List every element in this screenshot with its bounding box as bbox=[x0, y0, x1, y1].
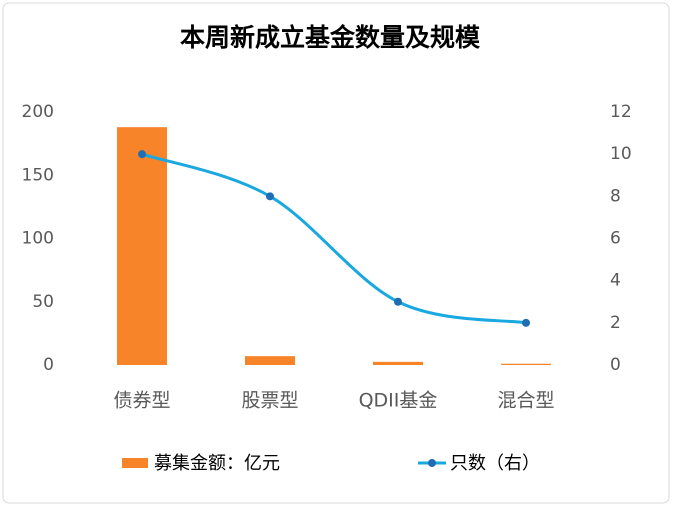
x-tick-label: 混合型 bbox=[497, 390, 554, 412]
y2-tick-label: 6 bbox=[610, 229, 621, 249]
y-tick-label: 50 bbox=[32, 292, 54, 312]
y2-tick-label: 0 bbox=[610, 355, 621, 375]
x-tick-label: 股票型 bbox=[241, 390, 298, 412]
y2-tick-label: 2 bbox=[610, 313, 621, 333]
bar bbox=[245, 356, 295, 365]
bar bbox=[373, 361, 423, 365]
point bbox=[138, 150, 146, 159]
point bbox=[394, 297, 402, 306]
x-tick-label: QDII基金 bbox=[359, 390, 438, 412]
y-tick-label: 0 bbox=[43, 355, 54, 375]
legend-swatch bbox=[428, 459, 436, 467]
y2-tick-label: 4 bbox=[610, 271, 621, 291]
y2-tick-label: 12 bbox=[610, 102, 632, 122]
y-tick-label: 200 bbox=[22, 102, 54, 122]
bar bbox=[117, 127, 167, 366]
legend-label: 只数（右） bbox=[450, 453, 540, 474]
y-tick-label: 150 bbox=[22, 165, 54, 185]
bar bbox=[501, 363, 551, 365]
point bbox=[522, 318, 530, 327]
chart-title: 本周新成立基金数量及规模 bbox=[180, 23, 481, 52]
y2-tick-label: 10 bbox=[610, 144, 632, 164]
legend-label: 募集金额：亿元 bbox=[154, 453, 280, 474]
legend-swatch bbox=[122, 458, 148, 468]
y2-tick-label: 8 bbox=[610, 186, 621, 206]
y-tick-label: 100 bbox=[22, 229, 54, 249]
x-tick-label: 债券型 bbox=[113, 390, 170, 412]
line bbox=[141, 152, 527, 325]
point bbox=[266, 192, 274, 201]
